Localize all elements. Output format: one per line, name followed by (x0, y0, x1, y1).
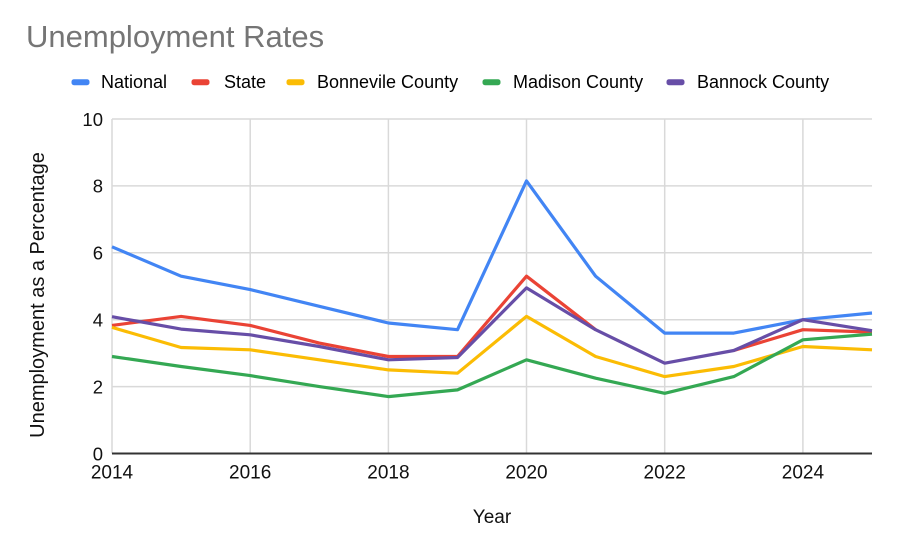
svg-text:10: 10 (82, 109, 103, 130)
svg-text:6: 6 (93, 243, 103, 264)
svg-text:8: 8 (93, 176, 103, 197)
svg-text:2018: 2018 (367, 463, 409, 484)
svg-text:2016: 2016 (229, 463, 271, 484)
svg-text:Madison County: Madison County (513, 72, 643, 92)
svg-text:National: National (101, 72, 167, 92)
svg-text:2022: 2022 (644, 463, 686, 484)
svg-text:4: 4 (93, 310, 103, 331)
svg-text:Unemployment as a Percentage: Unemployment as a Percentage (27, 152, 49, 438)
svg-text:Bannock County: Bannock County (697, 72, 829, 92)
svg-text:2014: 2014 (91, 463, 134, 484)
svg-text:2: 2 (93, 376, 103, 397)
svg-text:Bonnevile County: Bonnevile County (317, 72, 458, 92)
svg-text:Unemployment Rates: Unemployment Rates (26, 19, 324, 54)
svg-text:State: State (224, 72, 266, 92)
svg-text:2020: 2020 (505, 463, 547, 484)
svg-text:Year: Year (473, 507, 512, 528)
svg-text:0: 0 (93, 443, 103, 464)
svg-text:2024: 2024 (782, 463, 825, 484)
